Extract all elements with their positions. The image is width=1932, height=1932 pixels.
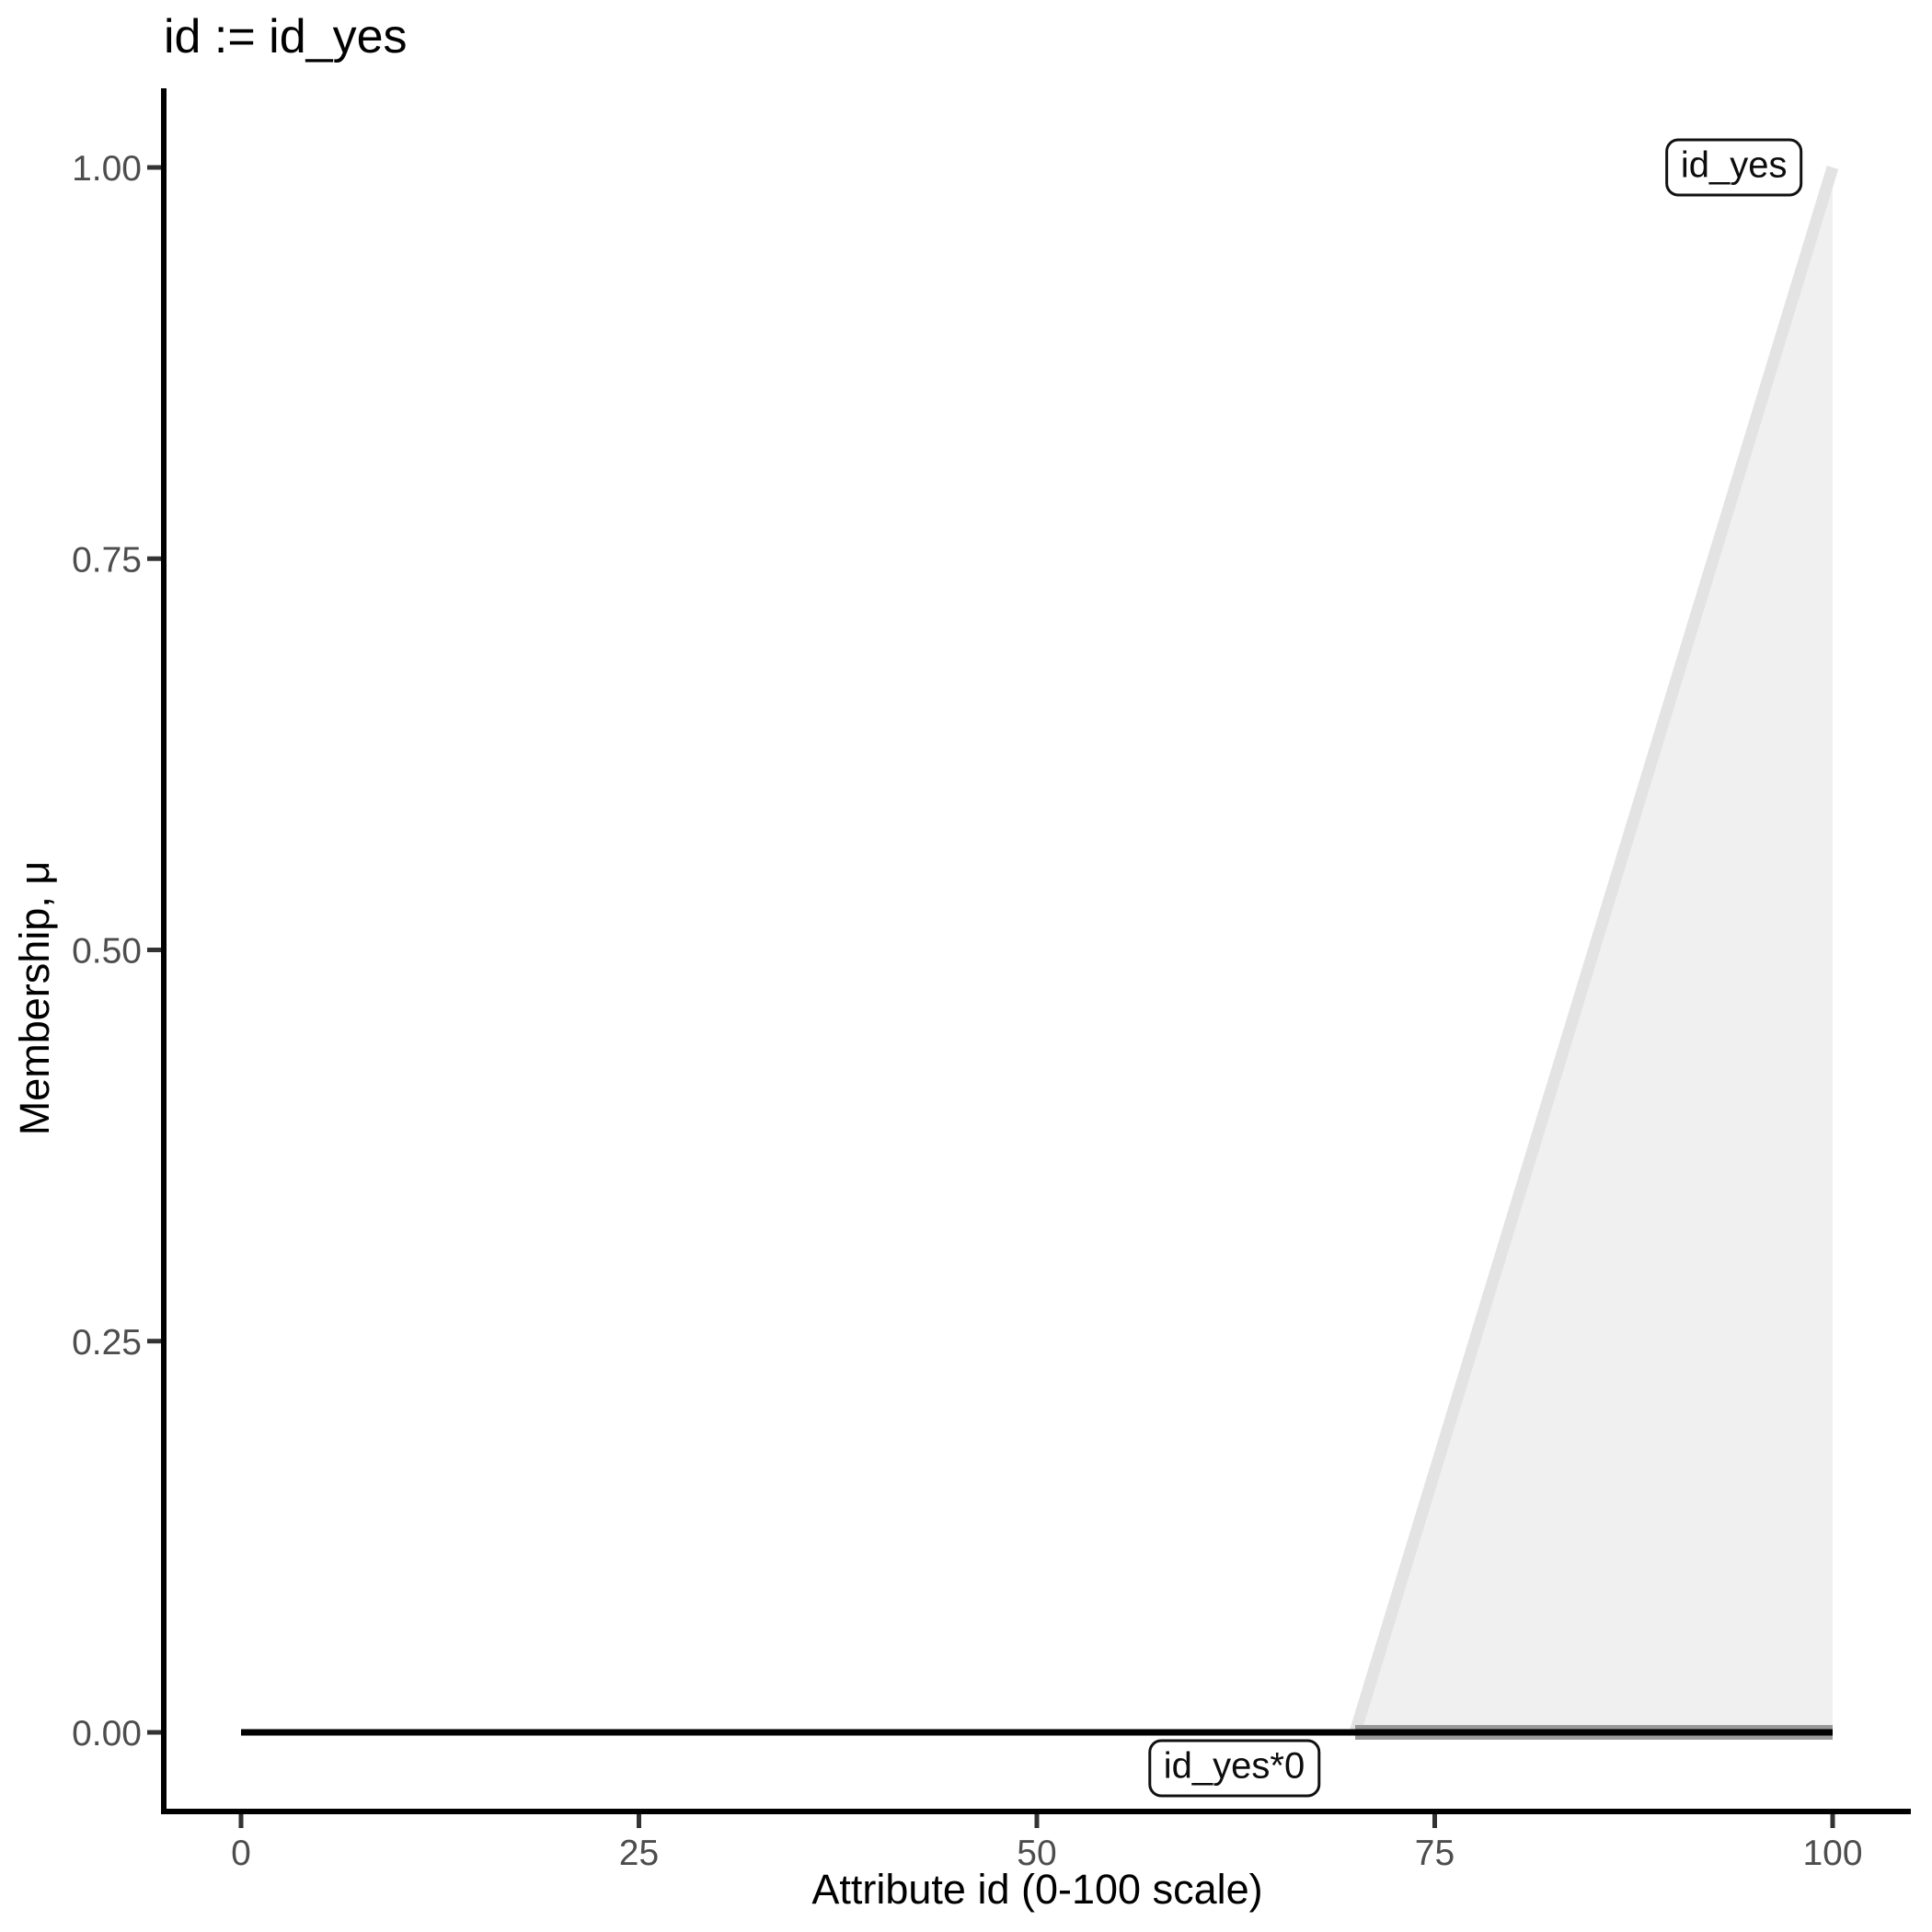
x-tick-label: 100 (1802, 1834, 1862, 1873)
x-tick-label: 0 (231, 1834, 251, 1873)
y-tick-label: 0.25 (72, 1323, 142, 1363)
y-tick-label: 0.50 (72, 932, 142, 972)
x-tick-label: 50 (1017, 1834, 1056, 1873)
x-tick-label: 25 (619, 1834, 659, 1873)
set-label-id-yes-times-zero: id_yes*0 (1147, 1739, 1321, 1798)
fuzzy-set-outline-id_yes (1349, 166, 1839, 1734)
y-tick-label: 1.00 (72, 149, 142, 189)
x-tick-label: 75 (1415, 1834, 1455, 1873)
y-axis-title: Membership, μ (11, 860, 58, 1136)
y-tick-label: 0.75 (72, 540, 142, 580)
set-label-id-yes: id_yes (1664, 138, 1803, 197)
plot-title: id := id_yes (164, 10, 408, 63)
y-tick-label: 0.00 (72, 1714, 142, 1754)
x-axis-title: Attribute id (0-100 scale) (811, 1866, 1263, 1913)
